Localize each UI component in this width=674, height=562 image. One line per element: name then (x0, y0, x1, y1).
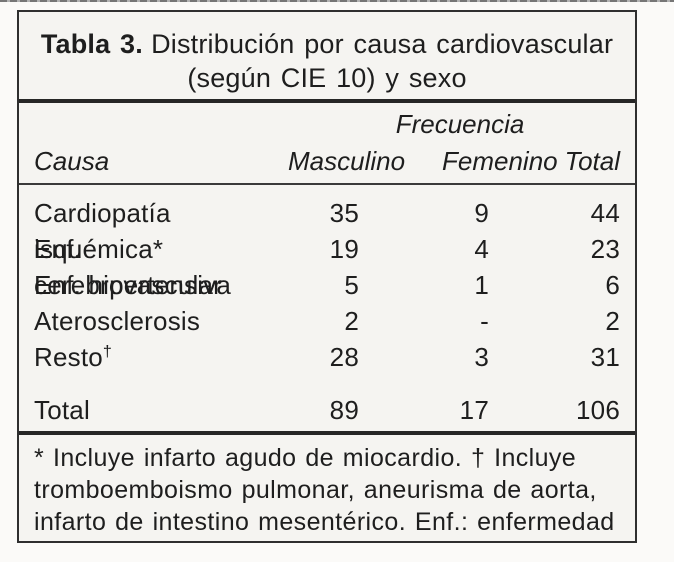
footnote-line: infarto de intestino mesentérico. Enf.: … (34, 508, 615, 536)
cell-total: 23 (590, 234, 620, 264)
table-header: Frecuencia Causa Masculino Femenino Tota… (19, 103, 635, 183)
cell-causa-text: Resto (34, 342, 103, 372)
table-row: Resto† 28 3 31 (34, 339, 620, 375)
column-group-frecuencia: Frecuencia (395, 109, 525, 139)
cell-femenino: 1 (474, 270, 489, 300)
table-footnote: * Incluye infarto agudo de miocardio. † … (19, 435, 635, 541)
footnote-line: * Incluye infarto agudo de miocardio. † … (34, 444, 577, 472)
col-header-total: Total (564, 146, 620, 176)
table-title: Tabla 3. Distribución por causa cardiovas… (19, 12, 635, 99)
cell-causa: Enf. hipertensiva (34, 270, 232, 300)
table-body: Cardiopatía isquémica* 35 9 44 Enf. cere… (19, 185, 635, 431)
cell-masculino: 28 (329, 342, 359, 372)
cell-total: 106 (576, 395, 620, 425)
header-columns-row: Causa Masculino Femenino Total (34, 141, 620, 181)
cell-causa: Enf. cerebrovascular (34, 234, 222, 300)
col-header-masculino: Masculino (288, 146, 406, 176)
table-row: Enf. cerebrovascular 19 4 23 (34, 231, 620, 300)
scan-edge-artifact (0, 0, 674, 2)
table-title-text: Distribución por causa cardiovascular (151, 29, 614, 59)
cell-femenino: 17 (459, 395, 489, 425)
cell-causa: Aterosclerosis (34, 306, 201, 336)
table-number-label: Tabla 3. (40, 29, 143, 59)
rule-bottom-thick (19, 431, 635, 435)
cell-causa: Total (34, 395, 90, 425)
footnote-line: tromboemboismo pulmonar, aneurisma de ao… (34, 476, 597, 504)
dagger-superscript: † (102, 342, 113, 361)
rule-top-thick (19, 99, 635, 103)
cell-masculino: 35 (329, 198, 359, 228)
header-group-row: Frecuencia (34, 108, 620, 141)
table-total-row: Total 89 17 106 (34, 392, 620, 428)
cell-masculino: 2 (344, 306, 359, 336)
cell-total: 44 (590, 198, 620, 228)
cell-masculino: 89 (329, 395, 359, 425)
cell-femenino: - (480, 306, 489, 336)
cell-femenino: 4 (474, 234, 489, 264)
table-row: Enf. hipertensiva 5 1 6 (34, 267, 620, 303)
table-title-line1: Tabla 3. Distribución por causa cardiovas… (19, 27, 635, 61)
cell-total: 6 (605, 270, 620, 300)
cell-masculino: 19 (329, 234, 359, 264)
cell-causa: Cardiopatía isquémica* (34, 198, 171, 264)
table-3-container: Tabla 3. Distribución por causa cardiovas… (17, 10, 637, 543)
cell-masculino: 5 (344, 270, 359, 300)
cell-total: 2 (605, 306, 620, 336)
cell-total: 31 (590, 342, 620, 372)
table-row: Aterosclerosis 2 - 2 (34, 303, 620, 339)
header-group-spacer (34, 108, 272, 141)
cell-femenino: 3 (474, 342, 489, 372)
col-header-femenino: Femenino (442, 146, 558, 176)
cell-causa: Resto† (34, 339, 272, 375)
col-header-causa: Causa (34, 146, 110, 176)
cell-femenino: 9 (474, 198, 489, 228)
table-row: Cardiopatía isquémica* 35 9 44 (34, 195, 620, 264)
table-title-line2: (según CIE 10) y sexo (187, 63, 467, 93)
rule-header-thin (19, 183, 635, 185)
